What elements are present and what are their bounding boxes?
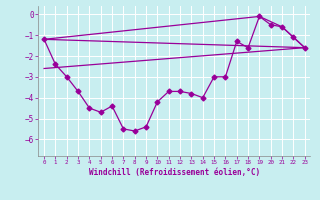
X-axis label: Windchill (Refroidissement éolien,°C): Windchill (Refroidissement éolien,°C) xyxy=(89,168,260,177)
